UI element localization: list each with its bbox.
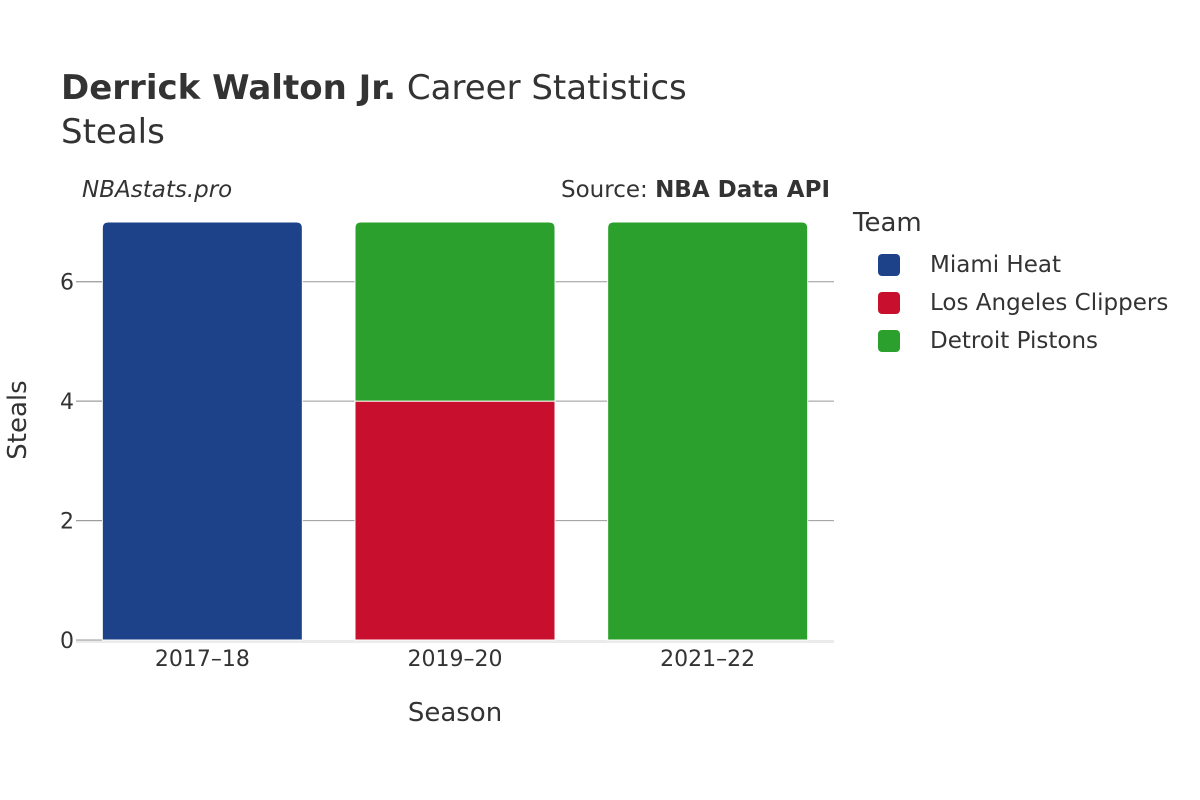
bar-segment[interactable] xyxy=(607,221,809,641)
legend-item[interactable]: Miami Heat xyxy=(853,246,1168,284)
legend: Team Miami Heat Los Angeles Clippers Detro… xyxy=(853,208,1168,360)
player-name: Derrick Walton Jr. xyxy=(61,68,397,108)
source-prefix: Source: xyxy=(561,177,656,203)
legend-swatch xyxy=(878,292,900,314)
x-tick-labels: 2017–18 2019–20 2021–22 xyxy=(155,647,755,672)
x-axis-label: Season xyxy=(408,698,502,728)
legend-swatch xyxy=(878,330,900,352)
legend-label: Los Angeles Clippers xyxy=(930,290,1169,316)
legend-item[interactable]: Detroit Pistons xyxy=(853,322,1168,360)
chart-subtitle: Steals xyxy=(61,112,165,152)
y-tick-label: 2 xyxy=(60,510,74,535)
legend-title: Team xyxy=(853,208,922,238)
bar-segment[interactable] xyxy=(101,221,303,641)
title-rest: Career Statistics xyxy=(406,68,687,108)
y-tick-labels: 0 2 4 6 xyxy=(60,271,102,654)
legend-swatch xyxy=(878,254,900,276)
y-axis-label: Steals xyxy=(3,380,33,459)
legend-items: Miami Heat Los Angeles Clippers Detroit Pi… xyxy=(853,246,1168,360)
x-tick-label: 2019–20 xyxy=(408,647,503,672)
legend-label: Detroit Pistons xyxy=(930,328,1099,354)
y-tick-label: 0 xyxy=(60,629,74,654)
y-tick-label: 6 xyxy=(60,271,74,296)
site-credit: NBAstats.pro xyxy=(82,177,233,203)
legend-item[interactable]: Los Angeles Clippers xyxy=(853,284,1168,322)
source-credit: Source: NBA Data API xyxy=(561,177,830,203)
x-tick-label: 2021–22 xyxy=(660,647,755,672)
source-name: NBA Data API xyxy=(655,177,830,203)
legend-label: Miami Heat xyxy=(930,252,1061,278)
bar-segment[interactable] xyxy=(354,400,556,641)
y-tick-label: 4 xyxy=(60,390,74,415)
x-tick-label: 2017–18 xyxy=(155,647,250,672)
chart-title: Derrick Walton Jr. Career Statistics xyxy=(61,68,687,108)
bars xyxy=(101,221,809,641)
bar-segment[interactable] xyxy=(354,221,556,402)
